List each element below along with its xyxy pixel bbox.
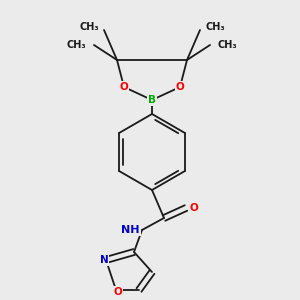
Text: CH₃: CH₃ xyxy=(218,40,238,50)
Text: NH: NH xyxy=(122,225,140,235)
Text: CH₃: CH₃ xyxy=(80,22,99,32)
Text: B: B xyxy=(148,95,156,105)
Text: O: O xyxy=(114,287,122,297)
Text: O: O xyxy=(190,203,199,213)
Text: O: O xyxy=(176,82,184,92)
Text: CH₃: CH₃ xyxy=(66,40,86,50)
Text: N: N xyxy=(100,255,108,265)
Text: O: O xyxy=(120,82,128,92)
Text: CH₃: CH₃ xyxy=(205,22,225,32)
